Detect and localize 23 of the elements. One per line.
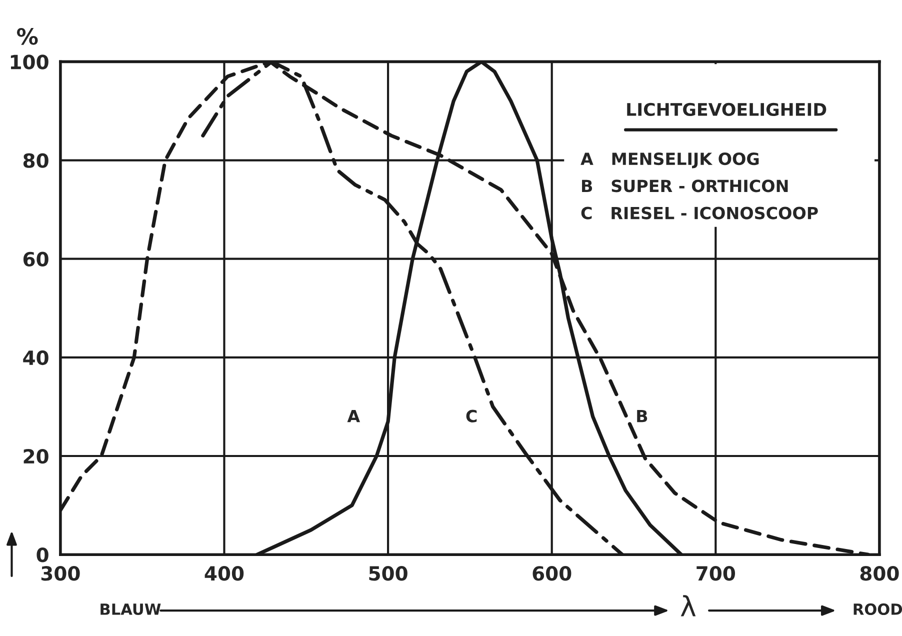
x-tick-label: 700 bbox=[696, 566, 736, 581]
y-tick-label: 100 bbox=[10, 54, 48, 70]
y-tick-label: 80 bbox=[23, 153, 48, 168]
text: ROOD bbox=[854, 603, 902, 615]
annotation: C RIESEL - ICONOSCOOP bbox=[581, 206, 818, 220]
x-tick-label: 800 bbox=[860, 566, 899, 581]
y-tick-label: 0 bbox=[36, 548, 48, 562]
y-tick-label: 40 bbox=[23, 350, 48, 366]
annotation: B SUPER - ORTHICON bbox=[582, 180, 788, 192]
x-tick-label: 600 bbox=[532, 566, 572, 581]
x-axis-title: λ bbox=[680, 595, 696, 616]
y-tick-label: 60 bbox=[23, 252, 48, 267]
x-tick-label: 400 bbox=[204, 566, 244, 581]
y-axis-title: % bbox=[16, 28, 38, 45]
x-tick-label: 300 bbox=[41, 566, 80, 581]
x-tick-label: 500 bbox=[369, 566, 408, 581]
annotation: LICHTGEVOELIGHEID bbox=[627, 102, 826, 116]
y-tick-label: 20 bbox=[24, 448, 48, 464]
series-label: C bbox=[466, 410, 477, 422]
text: BLAUW bbox=[100, 604, 161, 615]
annotation: A MENSELIJK OOG bbox=[580, 152, 759, 168]
series-label: B bbox=[637, 410, 648, 422]
series-label: A bbox=[347, 410, 360, 422]
